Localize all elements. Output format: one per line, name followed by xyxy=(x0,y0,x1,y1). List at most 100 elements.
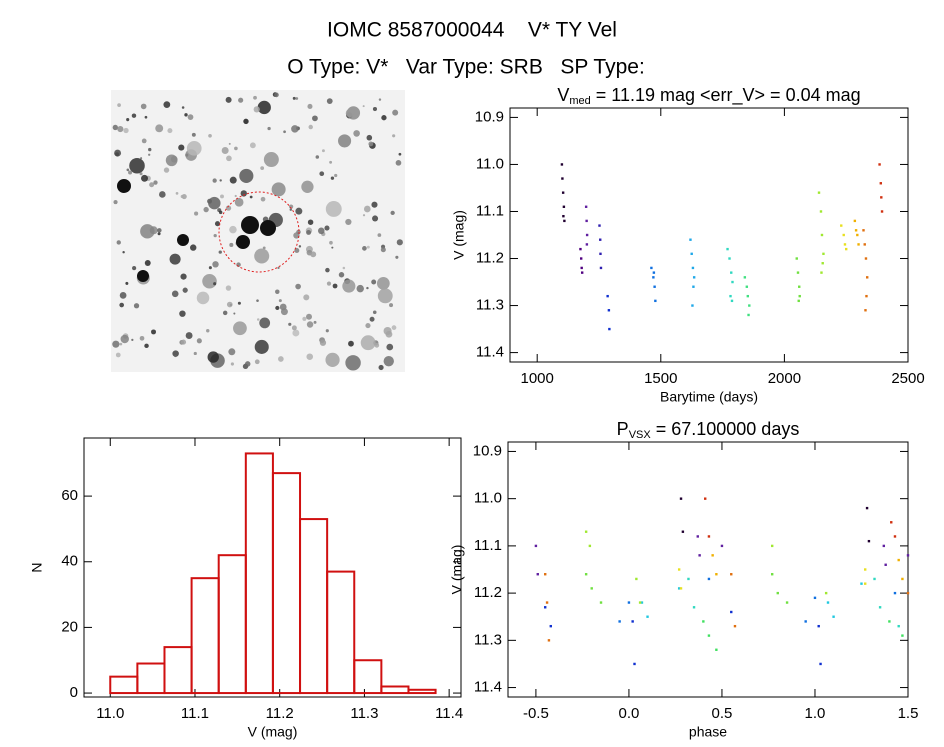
star xyxy=(378,364,384,371)
star xyxy=(117,125,124,133)
x-tick-label: 0.5 xyxy=(712,705,733,722)
point xyxy=(906,591,910,595)
star xyxy=(219,179,222,182)
star xyxy=(306,230,312,235)
point xyxy=(692,606,696,609)
star xyxy=(312,115,318,122)
point xyxy=(549,624,552,628)
star xyxy=(292,329,300,337)
point xyxy=(863,243,866,246)
star xyxy=(119,302,125,308)
star xyxy=(383,326,392,336)
point xyxy=(579,247,582,251)
star xyxy=(163,167,170,173)
star xyxy=(126,118,130,122)
point xyxy=(715,648,718,651)
star xyxy=(221,146,229,155)
star xyxy=(139,172,143,176)
star xyxy=(112,340,120,348)
point xyxy=(853,219,857,223)
point xyxy=(798,294,801,298)
star xyxy=(378,98,382,101)
star xyxy=(262,246,266,250)
point xyxy=(820,271,823,274)
star xyxy=(185,332,193,339)
star xyxy=(229,176,237,184)
axes-frame xyxy=(507,441,909,698)
star xyxy=(329,240,333,245)
star xyxy=(324,225,330,231)
y-tick-label: 60 xyxy=(61,487,78,504)
star xyxy=(360,335,376,351)
star xyxy=(229,225,237,234)
x-tick-label: 2000 xyxy=(768,370,801,387)
point xyxy=(584,205,588,208)
point xyxy=(698,554,701,557)
star xyxy=(113,200,118,205)
star xyxy=(325,352,340,367)
star xyxy=(369,316,375,322)
star xyxy=(386,343,394,351)
point xyxy=(824,591,828,595)
point xyxy=(585,219,588,223)
star xyxy=(131,113,137,118)
star xyxy=(280,308,288,316)
point xyxy=(590,587,593,590)
y-tick-label: 11.2 xyxy=(476,249,504,266)
star xyxy=(259,317,271,329)
point xyxy=(696,535,699,538)
star xyxy=(288,322,292,326)
star xyxy=(376,277,390,290)
star xyxy=(325,267,330,273)
point xyxy=(882,544,886,548)
star xyxy=(275,305,280,311)
point xyxy=(584,573,588,576)
x-tick-label: 11.0 xyxy=(96,705,124,722)
star xyxy=(208,266,212,270)
bar xyxy=(136,662,166,695)
point xyxy=(599,238,602,241)
point xyxy=(579,257,583,260)
star xyxy=(182,287,188,293)
star xyxy=(321,149,325,153)
point xyxy=(561,177,564,180)
star xyxy=(277,266,280,269)
point xyxy=(748,304,751,307)
star xyxy=(226,155,232,162)
point xyxy=(607,309,611,312)
point xyxy=(631,620,634,623)
x-tick-label: 11.4 xyxy=(435,705,463,722)
point xyxy=(820,233,824,237)
star xyxy=(214,221,221,227)
star xyxy=(144,343,149,349)
y-tick-label: 40 xyxy=(61,553,78,570)
star xyxy=(222,310,228,316)
star xyxy=(228,348,236,356)
star xyxy=(229,242,234,247)
point xyxy=(795,257,798,260)
point xyxy=(890,521,893,524)
star xyxy=(260,220,276,236)
star xyxy=(238,97,244,103)
star xyxy=(306,321,314,328)
star xyxy=(372,310,377,315)
star xyxy=(274,92,279,98)
star xyxy=(240,190,247,197)
star xyxy=(175,192,179,195)
point xyxy=(562,214,565,218)
point xyxy=(640,601,644,604)
point xyxy=(893,591,897,595)
star xyxy=(140,103,147,110)
star xyxy=(295,283,301,290)
star xyxy=(233,312,236,315)
point xyxy=(843,243,847,246)
star xyxy=(244,361,251,367)
point xyxy=(545,601,549,604)
star xyxy=(151,329,157,335)
star xyxy=(208,133,212,138)
star xyxy=(325,329,329,333)
star xyxy=(206,329,210,333)
point xyxy=(888,620,891,623)
point xyxy=(563,219,566,223)
point xyxy=(884,563,887,566)
